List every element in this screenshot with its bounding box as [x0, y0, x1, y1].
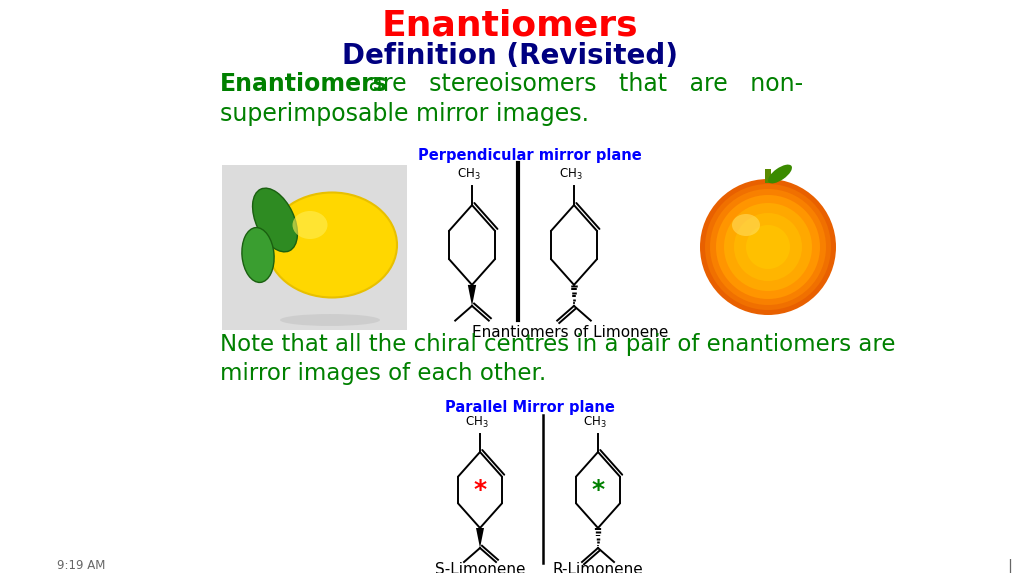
Polygon shape	[468, 285, 476, 306]
Text: Enantiomers: Enantiomers	[381, 8, 638, 42]
Ellipse shape	[723, 203, 811, 291]
Text: are   stereoisomers   that   are   non-: are stereoisomers that are non-	[345, 72, 802, 96]
Text: CH$_3$: CH$_3$	[558, 167, 582, 182]
Text: Parallel Mirror plane: Parallel Mirror plane	[444, 400, 614, 415]
Polygon shape	[476, 528, 484, 548]
Ellipse shape	[745, 225, 790, 269]
Ellipse shape	[699, 179, 836, 315]
Text: Enantiomers: Enantiomers	[220, 72, 387, 96]
Ellipse shape	[253, 188, 298, 252]
Text: *: *	[591, 478, 604, 502]
Text: |: |	[1007, 559, 1012, 573]
Text: CH$_3$: CH$_3$	[465, 415, 488, 430]
Ellipse shape	[715, 195, 819, 299]
Ellipse shape	[242, 227, 274, 282]
Text: *: *	[473, 478, 486, 502]
Ellipse shape	[704, 184, 830, 310]
Ellipse shape	[767, 164, 791, 183]
Text: mirror images of each other.: mirror images of each other.	[220, 362, 546, 385]
Ellipse shape	[709, 189, 825, 305]
Text: Perpendicular mirror plane: Perpendicular mirror plane	[418, 148, 641, 163]
Text: CH$_3$: CH$_3$	[583, 415, 606, 430]
Text: R-Limonene: R-Limonene	[552, 562, 643, 573]
Text: Definition (Revisited): Definition (Revisited)	[341, 42, 678, 70]
Text: CH$_3$: CH$_3$	[457, 167, 480, 182]
Ellipse shape	[267, 193, 396, 297]
Text: Enantiomers of Limonene: Enantiomers of Limonene	[472, 325, 667, 340]
Ellipse shape	[732, 214, 759, 236]
Text: Note that all the chiral centres in a pair of enantiomers are: Note that all the chiral centres in a pa…	[220, 333, 895, 356]
Ellipse shape	[734, 213, 801, 281]
Ellipse shape	[280, 314, 380, 326]
Text: 9:19 AM: 9:19 AM	[57, 559, 105, 572]
Text: superimposable mirror images.: superimposable mirror images.	[220, 102, 588, 126]
Bar	[764, 169, 770, 183]
Text: S-Limonene: S-Limonene	[434, 562, 525, 573]
Bar	[222, 165, 407, 330]
Ellipse shape	[292, 211, 327, 239]
